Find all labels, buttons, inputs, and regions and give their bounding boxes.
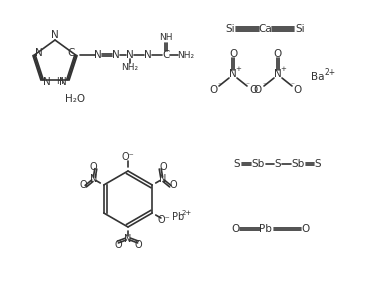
Text: C: C	[67, 48, 74, 58]
Text: O: O	[134, 240, 142, 250]
Text: N: N	[90, 174, 97, 184]
Text: N: N	[94, 50, 102, 60]
Text: O: O	[169, 180, 177, 190]
Text: N: N	[51, 30, 59, 40]
Text: N: N	[43, 77, 51, 87]
Text: O: O	[254, 85, 262, 95]
Text: O: O	[274, 49, 282, 59]
Text: O: O	[159, 162, 167, 172]
Text: N: N	[229, 69, 237, 79]
Text: O: O	[229, 49, 237, 59]
Text: C: C	[162, 50, 170, 60]
Text: +: +	[235, 66, 241, 72]
Text: 2+: 2+	[324, 68, 336, 76]
Text: Sb: Sb	[291, 159, 305, 169]
Text: N: N	[159, 174, 166, 184]
Text: 2+: 2+	[181, 210, 192, 216]
Text: O: O	[249, 85, 257, 95]
Text: O: O	[79, 180, 87, 190]
Text: O: O	[89, 162, 97, 172]
Text: NH₂: NH₂	[177, 51, 195, 60]
Text: H: H	[57, 77, 63, 86]
Text: N: N	[112, 50, 120, 60]
Text: +: +	[280, 66, 286, 72]
Text: O: O	[294, 85, 302, 95]
Text: N: N	[144, 50, 152, 60]
Text: ⁻: ⁻	[245, 81, 249, 89]
Text: O⁻: O⁻	[158, 215, 171, 225]
Text: N: N	[59, 77, 67, 87]
Text: O⁻: O⁻	[122, 152, 134, 162]
Text: NH₂: NH₂	[121, 63, 138, 72]
Text: O: O	[301, 224, 309, 234]
Text: ⁻: ⁻	[262, 81, 266, 89]
Text: N: N	[126, 50, 134, 60]
Text: O: O	[114, 240, 122, 250]
Text: Si: Si	[225, 24, 235, 34]
Text: S: S	[234, 159, 240, 169]
Text: Pb: Pb	[259, 224, 271, 234]
Text: H₂O: H₂O	[65, 94, 85, 104]
Text: O: O	[231, 224, 239, 234]
Text: S: S	[275, 159, 281, 169]
Text: Ba: Ba	[311, 72, 325, 82]
Text: Pb: Pb	[172, 212, 184, 222]
Text: N: N	[35, 48, 43, 58]
Text: NH: NH	[159, 33, 173, 42]
Text: S: S	[315, 159, 321, 169]
Text: ⁻: ⁻	[217, 81, 221, 89]
Text: O: O	[209, 85, 217, 95]
Text: Si: Si	[295, 24, 305, 34]
Text: Ca: Ca	[258, 24, 272, 34]
Text: N: N	[274, 69, 282, 79]
Text: ⁻: ⁻	[290, 81, 294, 89]
Text: N: N	[124, 234, 132, 244]
Text: Sb: Sb	[251, 159, 265, 169]
